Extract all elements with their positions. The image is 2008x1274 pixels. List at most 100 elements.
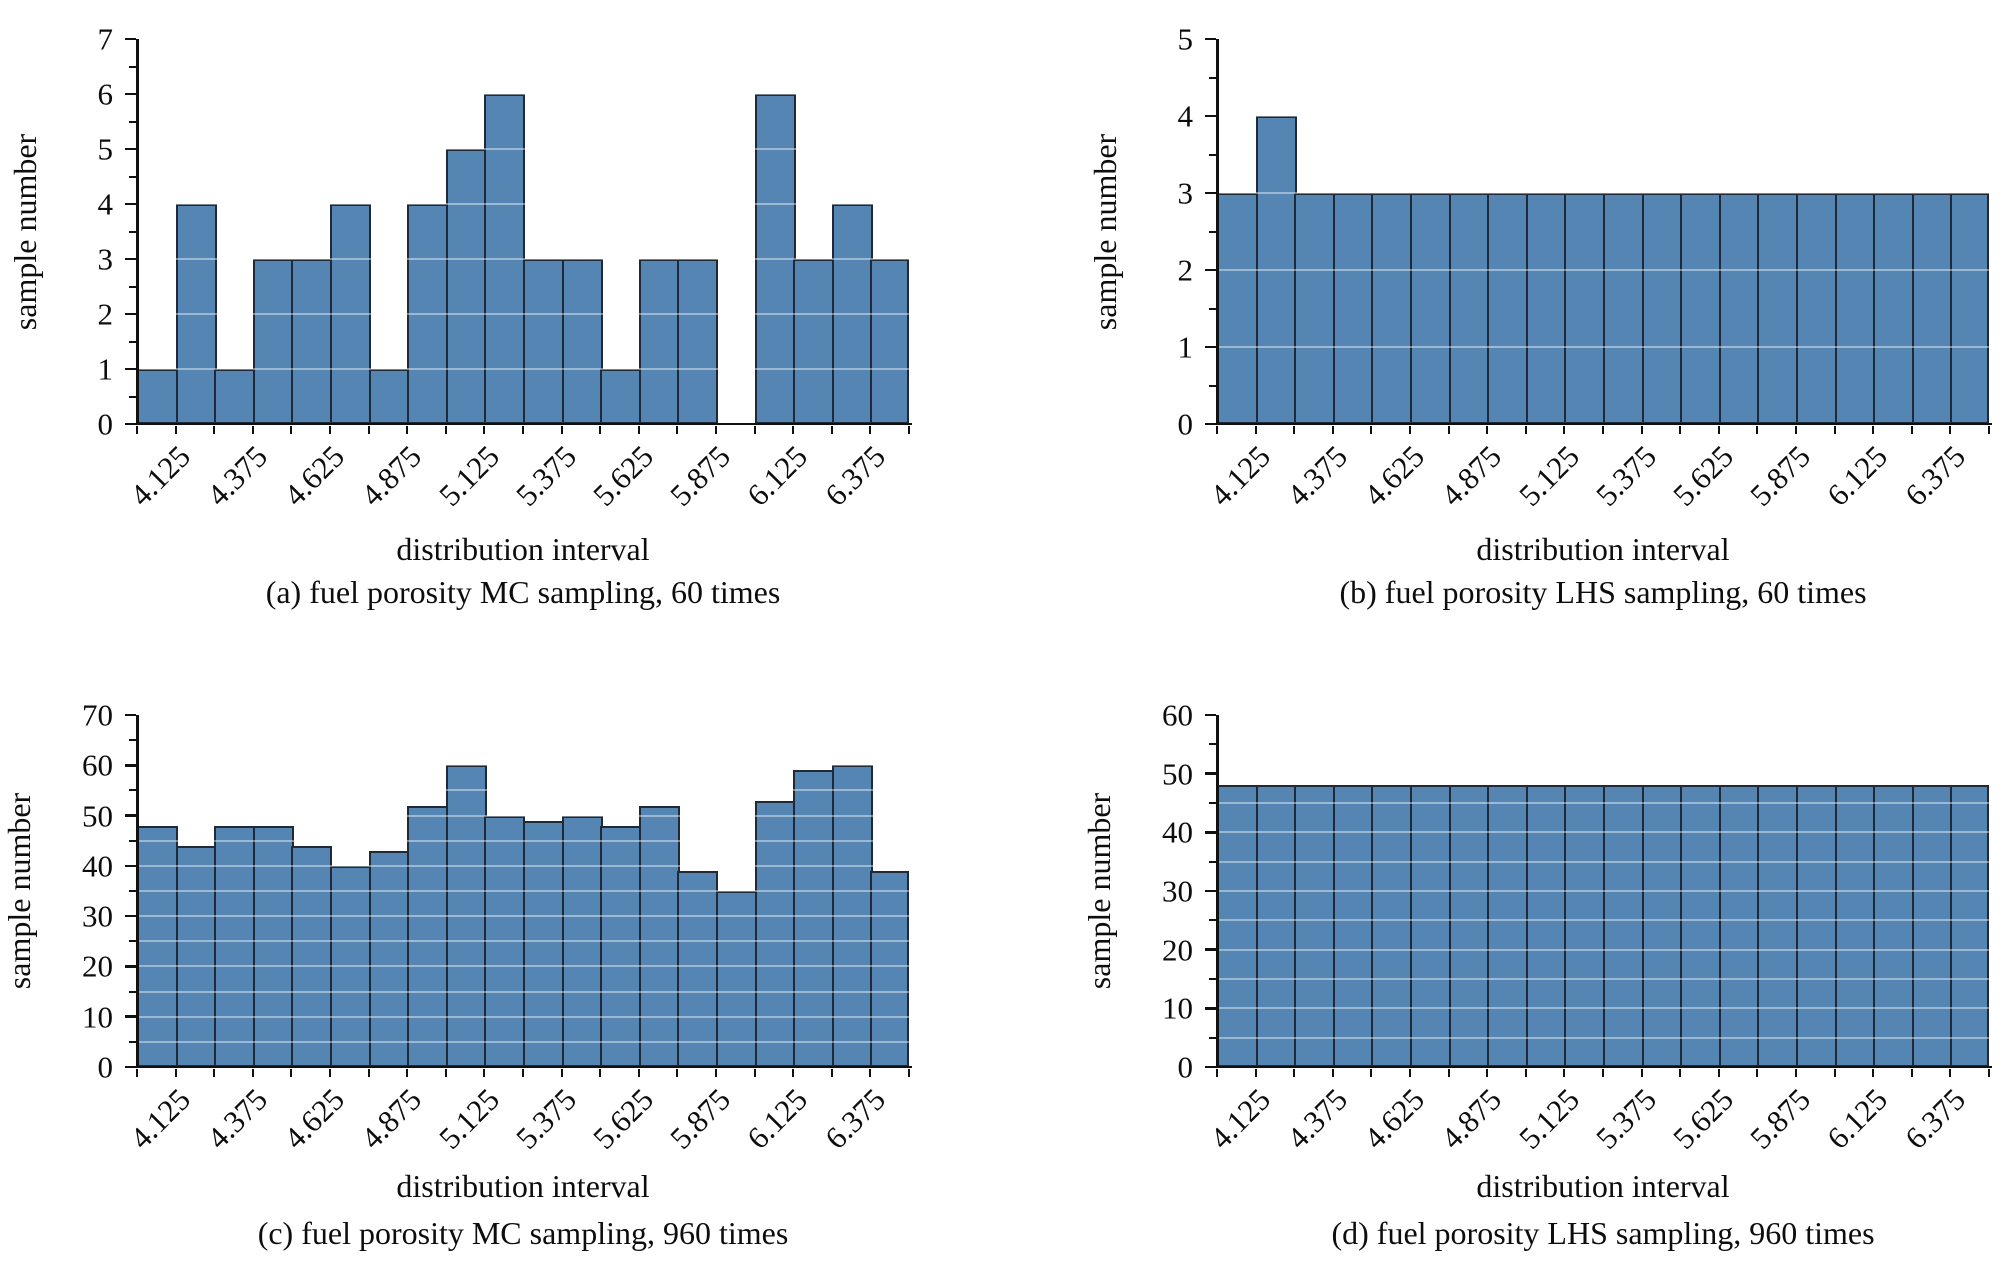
x-tick-label: 5.875 xyxy=(663,1081,738,1156)
y-minor-tick xyxy=(1209,230,1216,233)
x-tick xyxy=(1833,426,1836,434)
y-tick-label: 20 xyxy=(1162,932,1193,968)
y-tick-label: 2 xyxy=(97,296,114,332)
x-axis-line xyxy=(1214,422,1992,425)
y-tick xyxy=(125,914,136,918)
x-tick xyxy=(560,1069,563,1077)
x-tick xyxy=(1331,1069,1334,1077)
y-minor-tick xyxy=(129,65,136,68)
x-tick xyxy=(1370,1069,1373,1077)
y-tick-label: 50 xyxy=(82,798,113,834)
histogram-bar xyxy=(1217,785,1259,1067)
y-tick xyxy=(125,965,136,968)
x-tick xyxy=(522,426,524,434)
x-tick xyxy=(406,426,409,434)
gridline xyxy=(1217,1036,1989,1039)
y-tick xyxy=(125,864,136,868)
y-tick-label: 60 xyxy=(82,747,113,783)
histogram-bar xyxy=(291,845,333,1067)
x-axis-title: distribution interval xyxy=(396,531,650,567)
y-minor-tick xyxy=(1209,743,1216,746)
histogram-bar xyxy=(1294,785,1336,1067)
x-tick xyxy=(1216,1069,1218,1077)
x-tick xyxy=(1988,426,1990,434)
x-tick xyxy=(1216,426,1218,434)
x-tick xyxy=(1563,1069,1566,1077)
x-tick-label: 4.625 xyxy=(277,1081,352,1156)
histogram-bar xyxy=(677,870,719,1067)
gridline xyxy=(1217,919,1989,922)
x-tick-label: 4.375 xyxy=(200,1081,275,1156)
histogram-bar xyxy=(137,825,179,1067)
chart-a-plot-area: 0 1 2 3 4 5 6 7 4.125 4.375 4.625 4.875 5.125 5.375 5.… xyxy=(7,24,912,608)
gridline xyxy=(1217,860,1989,863)
histogram-bar xyxy=(1332,785,1374,1067)
y-tick-label: 30 xyxy=(1162,873,1193,909)
histogram-bar xyxy=(407,805,449,1067)
x-tick-label: 4.125 xyxy=(1202,1081,1277,1156)
x-tick xyxy=(792,1069,795,1077)
histogram-bar xyxy=(1757,785,1799,1067)
x-tick xyxy=(1254,426,1257,434)
x-tick-label: 4.625 xyxy=(1357,1081,1432,1156)
gridline xyxy=(1217,1007,1989,1010)
x-tick xyxy=(329,426,331,434)
histogram-bar xyxy=(445,765,487,1067)
y-axis-title: sample number xyxy=(1,792,37,990)
x-tick xyxy=(1988,1069,1990,1077)
x-tick-label: 5.125 xyxy=(1511,1081,1586,1156)
y-tick-label: 0 xyxy=(1177,406,1194,442)
histogram-bar xyxy=(1873,193,1915,424)
y-minor-tick xyxy=(1209,384,1216,387)
chart-caption: (a) fuel porosity MC sampling, 60 times xyxy=(265,574,781,610)
y-minor-tick xyxy=(1209,860,1216,863)
x-tick xyxy=(1910,1069,1913,1077)
y-minor-tick xyxy=(129,990,136,993)
chart-c-plot-area: 0 10 20 30 40 50 60 70 4.125 4.375 4.625 4.875 5.125… xyxy=(1,700,912,1249)
histogram-bar xyxy=(523,259,565,424)
histogram-bar xyxy=(1950,785,1989,1067)
x-tick-label: 5.625 xyxy=(586,1081,661,1156)
x-tick xyxy=(1795,426,1797,434)
gridline xyxy=(137,258,909,260)
gridline xyxy=(137,1015,909,1018)
x-tick-label: 5.875 xyxy=(663,438,738,513)
histogram-bar xyxy=(1332,193,1374,424)
histogram-bar xyxy=(1371,785,1413,1067)
y-axis-spine xyxy=(1216,39,1219,424)
x-tick-label: 4.125 xyxy=(1202,438,1277,513)
histogram-bar xyxy=(638,259,680,424)
y-tick xyxy=(125,1015,136,1018)
gridline xyxy=(1217,978,1989,980)
gridline xyxy=(137,739,909,742)
gridline xyxy=(1217,269,1989,271)
y-tick xyxy=(1205,1065,1216,1069)
histogram-bar xyxy=(252,259,294,424)
y-axis-spine xyxy=(1216,715,1219,1067)
x-tick-label: 4.375 xyxy=(1280,1081,1355,1156)
gridline xyxy=(137,313,909,315)
gridline xyxy=(137,368,909,370)
x-tick xyxy=(676,1069,679,1077)
y-minor-tick xyxy=(129,395,136,398)
gridline xyxy=(1217,802,1989,804)
y-tick xyxy=(1205,191,1216,195)
y-tick-label: 5 xyxy=(1177,21,1194,57)
y-tick xyxy=(1205,831,1216,834)
y-minor-tick xyxy=(1209,978,1216,980)
x-tick-label: 5.375 xyxy=(508,1081,583,1156)
histogram-bar xyxy=(1448,193,1490,424)
histogram-bar xyxy=(1217,193,1259,424)
histogram-bar xyxy=(291,259,333,424)
y-tick xyxy=(125,37,136,41)
histogram-bar xyxy=(175,204,217,424)
gridline xyxy=(137,965,909,968)
x-tick xyxy=(599,1069,602,1077)
x-tick xyxy=(1872,1069,1875,1077)
y-tick xyxy=(125,1065,136,1069)
y-tick-label: 1 xyxy=(97,351,114,387)
x-axis-title: distribution interval xyxy=(1476,531,1730,567)
gridline xyxy=(137,93,909,95)
x-tick xyxy=(1409,426,1411,434)
